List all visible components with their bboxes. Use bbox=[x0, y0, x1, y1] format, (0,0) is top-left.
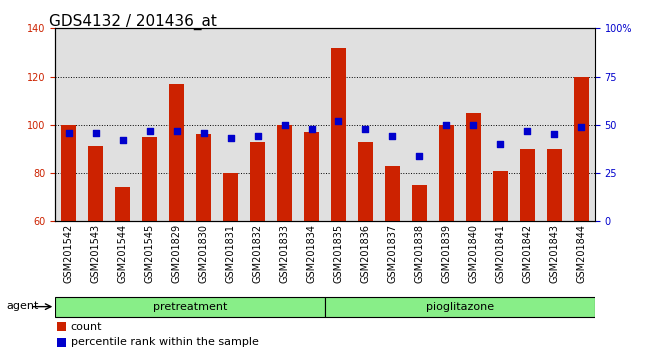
Point bbox=[549, 132, 560, 137]
Bar bbox=[358, 142, 373, 221]
Bar bbox=[61, 125, 76, 221]
Text: pretreatment: pretreatment bbox=[153, 302, 228, 312]
Bar bbox=[466, 113, 481, 221]
Bar bbox=[331, 47, 346, 221]
Point bbox=[495, 141, 506, 147]
Point bbox=[387, 133, 398, 139]
Bar bbox=[55, 297, 325, 318]
Point bbox=[252, 133, 263, 139]
Bar bbox=[412, 185, 427, 221]
Point bbox=[144, 128, 155, 133]
Bar bbox=[304, 132, 319, 221]
Point bbox=[333, 118, 344, 124]
Point bbox=[414, 153, 424, 159]
Bar bbox=[88, 147, 103, 221]
Point bbox=[441, 122, 452, 127]
Bar bbox=[520, 149, 535, 221]
Point bbox=[360, 126, 370, 131]
Bar bbox=[277, 125, 292, 221]
Bar bbox=[250, 142, 265, 221]
Point bbox=[90, 130, 101, 135]
Point bbox=[576, 124, 586, 130]
Bar bbox=[574, 76, 589, 221]
Bar bbox=[115, 188, 130, 221]
Text: GDS4132 / 201436_at: GDS4132 / 201436_at bbox=[49, 14, 216, 30]
Point bbox=[226, 136, 236, 141]
Text: percentile rank within the sample: percentile rank within the sample bbox=[71, 337, 259, 348]
Bar bbox=[385, 166, 400, 221]
Bar bbox=[547, 149, 562, 221]
Point bbox=[468, 122, 478, 127]
Point bbox=[172, 128, 182, 133]
Point bbox=[64, 130, 74, 135]
Bar bbox=[439, 125, 454, 221]
Text: pioglitazone: pioglitazone bbox=[426, 302, 494, 312]
Point bbox=[198, 130, 209, 135]
Point bbox=[306, 126, 317, 131]
Bar bbox=[223, 173, 238, 221]
Text: count: count bbox=[71, 321, 102, 332]
Bar bbox=[493, 171, 508, 221]
Bar bbox=[57, 322, 66, 331]
Bar bbox=[169, 84, 184, 221]
Bar bbox=[325, 297, 595, 318]
Bar bbox=[57, 338, 66, 347]
Point bbox=[280, 122, 290, 127]
Bar bbox=[196, 135, 211, 221]
Point bbox=[522, 128, 532, 133]
Bar bbox=[142, 137, 157, 221]
Point bbox=[118, 137, 128, 143]
Text: agent: agent bbox=[6, 301, 39, 311]
